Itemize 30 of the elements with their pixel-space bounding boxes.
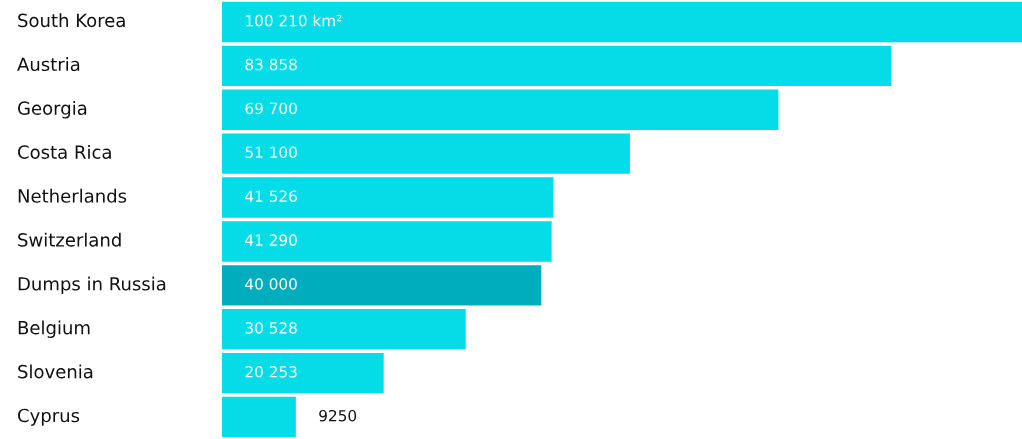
y-tick-label: Dumps in Russia	[18, 276, 166, 295]
y-tick-label: South Korea	[18, 13, 125, 28]
data-label: 51 100	[245, 146, 297, 159]
bar	[222, 177, 554, 218]
data-label: 9250	[319, 409, 357, 422]
data-label: 30 528	[245, 322, 297, 334]
bar	[222, 221, 552, 262]
y-tick-label: Georgia	[18, 101, 87, 119]
data-label: 40 000	[245, 278, 297, 290]
data-label: 69 700	[245, 102, 297, 115]
y-tick-label: Netherlands	[18, 188, 127, 203]
data-label: 83 858	[245, 58, 297, 71]
bar	[222, 133, 630, 174]
bar	[222, 396, 296, 438]
bar	[222, 265, 542, 306]
y-tick-label: Slovenia	[18, 364, 93, 379]
data-label: 41 526	[245, 190, 297, 202]
bar	[222, 89, 779, 130]
bar	[222, 352, 384, 394]
data-label: 100 210 km²	[246, 14, 342, 27]
data-label: 41 290	[245, 234, 297, 246]
y-tick-label: Cyprus	[18, 408, 80, 426]
bar	[222, 45, 892, 87]
y-tick-label: Belgium	[18, 320, 90, 338]
bar	[222, 1, 1022, 43]
bar	[222, 309, 466, 350]
data-label: 20 253	[245, 366, 297, 378]
y-tick-label: Costa Rica	[18, 144, 111, 159]
y-tick-label: Austria	[17, 57, 80, 72]
y-tick-label: Switzerland	[18, 232, 121, 247]
